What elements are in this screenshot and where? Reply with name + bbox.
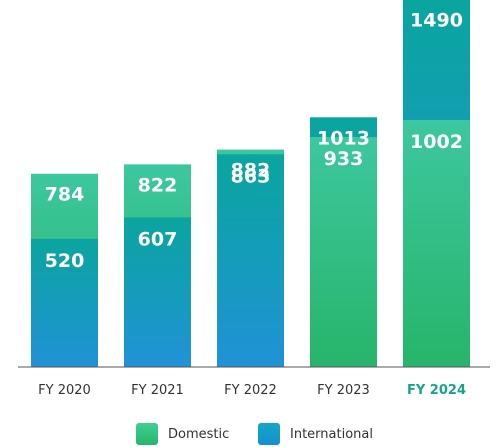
bar-domestic-fy-2024 (403, 120, 470, 367)
x-tick-label-fy-2024: FY 2024 (407, 383, 466, 398)
legend-item-domestic: Domestic (136, 423, 229, 445)
value-label-international-fy-2022: 863 (231, 165, 271, 187)
legend-label-international: International (290, 426, 373, 442)
x-tick-label-fy-2021: FY 2021 (131, 383, 184, 398)
value-label-international-fy-2021: 607 (138, 228, 178, 250)
legend: Domestic International (0, 423, 500, 445)
value-label-international-fy-2023: 1013 (317, 127, 370, 149)
value-label-international-fy-2024: 1490 (410, 10, 463, 32)
legend-item-international: International (258, 423, 373, 445)
x-tick-label-fy-2023: FY 2023 (317, 383, 370, 398)
value-label-domestic-fy-2021: 822 (138, 174, 178, 196)
x-tick-label-fy-2020: FY 2020 (38, 383, 91, 398)
value-label-domestic-fy-2020: 784 (45, 184, 85, 206)
value-label-domestic-fy-2022: 882 (231, 160, 271, 182)
international-swatch (258, 423, 280, 445)
bar-international-fy-2021 (124, 217, 191, 367)
x-tick-label-fy-2022: FY 2022 (224, 383, 277, 398)
value-label-international-fy-2020: 520 (45, 250, 85, 272)
value-label-domestic-fy-2024: 1002 (410, 131, 463, 153)
bar-domestic-fy-2023 (310, 137, 377, 367)
legend-label-domestic: Domestic (168, 426, 230, 442)
bar-international-fy-2020 (31, 238, 98, 367)
bar-international-fy-2022 (217, 154, 284, 367)
value-label-domestic-fy-2023: 933 (324, 148, 364, 170)
domestic-swatch (136, 423, 158, 445)
